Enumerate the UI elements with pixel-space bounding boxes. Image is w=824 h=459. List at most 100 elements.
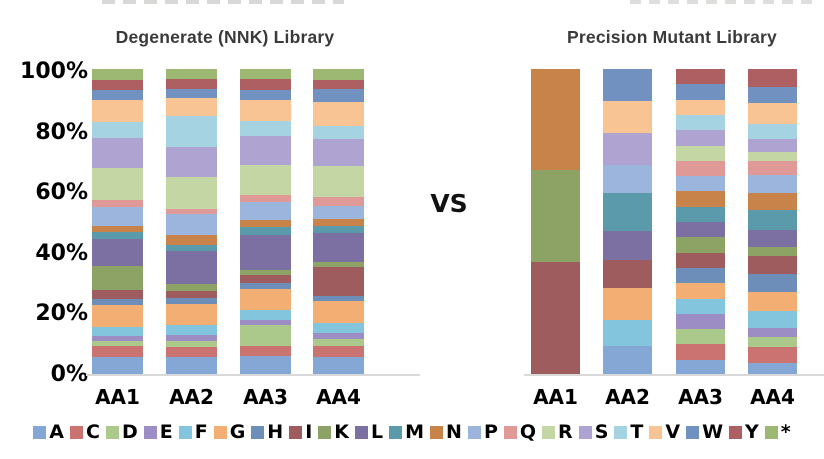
bar-segment-Y [92, 79, 143, 90]
bar-segment-V [313, 101, 364, 127]
bar-segment-W [748, 87, 797, 103]
x-axis-label-AA4: AA4 [316, 385, 361, 409]
bar-segment-N [748, 192, 797, 210]
legend-label: C [85, 421, 100, 443]
bar-segment-M [603, 192, 652, 232]
bar-segment-Q [676, 160, 725, 177]
bar-segment-I [313, 266, 364, 297]
legend-label: N [446, 421, 462, 443]
bar-segment-G [92, 304, 143, 327]
stacked-bar-AA2 [166, 69, 217, 375]
legend-item-L: L [355, 423, 383, 442]
bar-segment-R [313, 165, 364, 198]
legend-item-F: F [178, 423, 208, 442]
legend-swatch-icon [578, 426, 592, 439]
legend-label: L [371, 421, 384, 443]
legend-item-G: G [213, 423, 245, 442]
bar-segment-stop [240, 69, 291, 79]
y-axis-tick-label: 0% [50, 362, 88, 387]
bar-segment-S [603, 133, 652, 166]
legend-swatch-icon [764, 426, 778, 439]
legend-label: A [49, 421, 64, 443]
bar-segment-E [240, 320, 291, 325]
bar-segment-V [676, 99, 725, 115]
legend-swatch-icon [355, 426, 369, 439]
bar-segment-N [92, 226, 143, 233]
bar-segment-E [166, 334, 217, 341]
legend-label: D [121, 421, 138, 443]
bar-segment-P [603, 165, 652, 193]
bar-segment-T [676, 114, 725, 131]
bar-segment-A [313, 356, 364, 375]
bar-segment-E [313, 333, 364, 340]
bar-segment-R [92, 168, 143, 200]
stacked-bar-AA4 [313, 69, 364, 375]
bar-segment-L [92, 238, 143, 266]
bar-segment-Y [313, 80, 364, 90]
legend-label: Q [519, 421, 537, 443]
legend-swatch-icon [503, 426, 517, 439]
bar-segment-Q [240, 194, 291, 202]
bar-segment-N [313, 219, 364, 227]
y-axis-tick-label: 20% [35, 301, 88, 327]
bar-segment-G [748, 292, 797, 311]
bar-segment-S [748, 139, 797, 152]
bar-segment-H [166, 297, 217, 304]
bar-segment-M [676, 206, 725, 223]
bar-segment-S [240, 135, 291, 165]
x-axis-label-AA3: AA3 [678, 385, 723, 409]
legend-label: H [267, 421, 284, 443]
bar-segment-M [748, 209, 797, 230]
legend-item-R: R [542, 423, 573, 442]
bar-segment-stop [92, 69, 143, 80]
bar-segment-C [748, 347, 797, 363]
legend-swatch-icon [389, 426, 403, 439]
bar-segment-D [313, 339, 364, 346]
vs-label: VS [430, 189, 468, 218]
y-axis-tick-label: 80% [35, 119, 88, 145]
bar-segment-T [166, 115, 217, 148]
bar-segment-A [92, 356, 143, 375]
legend-item-E: E [143, 423, 173, 442]
right-x-axis-line [524, 374, 824, 376]
bar-segment-W [166, 88, 217, 98]
bar-segment-N [166, 234, 217, 245]
legend-label: M [405, 421, 425, 443]
bar-segment-I [240, 275, 291, 284]
bar-segment-F [748, 310, 797, 328]
bar-segment-Q [748, 160, 797, 175]
bar-segment-F [166, 324, 217, 335]
bar-segment-R [748, 151, 797, 161]
bar-segment-P [748, 174, 797, 193]
legend-swatch-icon [649, 426, 663, 439]
bar-segment-G [603, 287, 652, 320]
legend-label: Y [745, 421, 759, 443]
bar-segment-S [92, 137, 143, 169]
legend-label: W [702, 421, 724, 443]
legend-item-stop: * [764, 423, 791, 442]
bar-segment-V [603, 101, 652, 134]
bar-segment-D [92, 341, 143, 346]
bar-segment-P [240, 201, 291, 220]
legend-swatch-icon [33, 426, 47, 439]
legend-item-P: P [467, 423, 498, 442]
y-axis-tick-label: 40% [35, 240, 88, 266]
legend-item-K: K [318, 423, 349, 442]
x-axis-label-AA3: AA3 [243, 385, 288, 409]
legend-label: K [334, 421, 350, 443]
legend-label: R [558, 421, 573, 443]
bar-segment-F [676, 298, 725, 314]
cropped-text-artifact-left [102, 0, 344, 4]
legend-item-W: W [686, 423, 723, 442]
bar-segment-R [166, 177, 217, 209]
bar-segment-T [92, 121, 143, 138]
legend-swatch-icon [614, 426, 628, 439]
bar-segment-D [240, 324, 291, 346]
bar-segment-K [748, 246, 797, 256]
left-chart-title: Degenerate (NNK) Library [115, 27, 335, 47]
bar-segment-E [92, 336, 143, 342]
stacked-bar-AA1 [92, 69, 143, 375]
y-axis-tick-label: 60% [35, 180, 88, 206]
bar-segment-R [240, 164, 291, 195]
